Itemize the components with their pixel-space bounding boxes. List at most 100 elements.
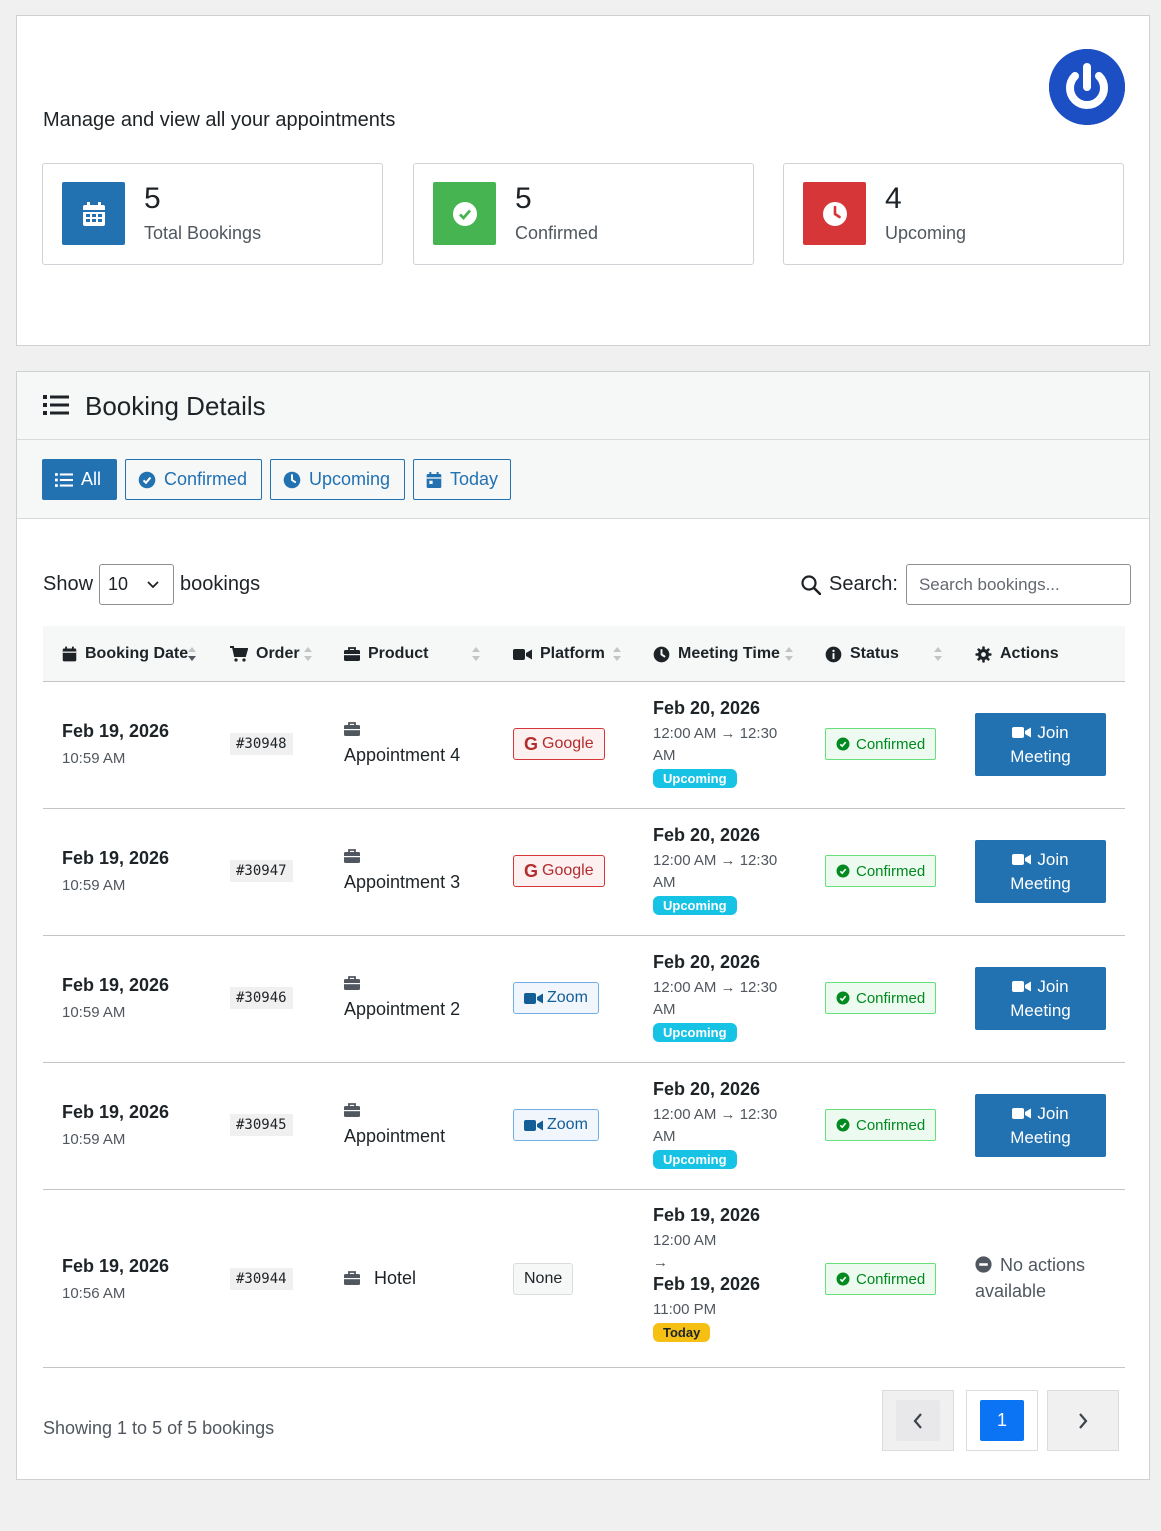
upcoming-badge: Upcoming <box>653 769 737 788</box>
next-page-button[interactable] <box>1047 1390 1119 1451</box>
order-number[interactable]: #30947 <box>230 860 293 882</box>
meeting-start-date: Feb 19, 2026 <box>653 1205 761 1225</box>
page-length-select[interactable]: 10 <box>99 564 175 605</box>
meeting-time-cell: Feb 19, 2026 12:00 AM → Feb 19, 2026 11:… <box>653 1205 793 1342</box>
sort-icon <box>934 647 942 661</box>
stat-upcoming: 4 Upcoming <box>783 163 1124 265</box>
meeting-date: Feb 20, 2026 <box>653 1079 761 1099</box>
page-1-button[interactable]: 1 <box>966 1390 1038 1451</box>
column-status[interactable]: Status <box>825 626 899 682</box>
check-circle-icon <box>836 737 850 751</box>
sort-icon <box>613 647 621 661</box>
briefcase-icon <box>344 976 360 990</box>
cart-icon <box>230 646 248 662</box>
chevron-down-icon <box>147 580 159 588</box>
briefcase-icon <box>344 849 360 863</box>
column-product[interactable]: Product <box>344 626 428 682</box>
filter-today-button[interactable]: Today <box>413 459 511 500</box>
table-info: Showing 1 to 5 of 5 bookings <box>43 1418 275 1438</box>
search-control: Search: <box>801 564 1131 605</box>
stat-value: 4 <box>885 182 902 215</box>
order-number[interactable]: #30945 <box>230 1114 293 1136</box>
upcoming-badge: Upcoming <box>653 1150 737 1169</box>
meeting-time-cell: Feb 20, 2026 12:00 AM → 12:30 AM Upcomin… <box>653 1079 793 1169</box>
stat-value: 5 <box>144 182 161 215</box>
join-label: Join <box>1037 1103 1069 1123</box>
filter-upcoming-button[interactable]: Upcoming <box>270 459 405 500</box>
join-label: Join <box>1037 722 1069 742</box>
booking-date: Feb 19, 2026 <box>62 1256 170 1276</box>
column-label: Status <box>850 645 899 662</box>
column-label: Booking Date <box>85 645 189 662</box>
check-circle-icon <box>836 1272 850 1286</box>
booking-date: Feb 19, 2026 <box>62 975 170 995</box>
booking-date-cell: Feb 19, 2026 10:59 AM <box>62 975 169 1021</box>
platform-badge: G Google <box>513 855 605 887</box>
section-header: Booking Details <box>17 372 1149 440</box>
status-label: Confirmed <box>856 862 926 880</box>
column-booking-date[interactable]: Booking Date <box>62 626 188 682</box>
sort-desc-icon <box>188 647 196 661</box>
filter-all-button[interactable]: All <box>42 459 117 500</box>
status-badge: Confirmed <box>825 1263 937 1295</box>
join-meeting-button[interactable]: Join Meeting <box>975 1094 1106 1157</box>
search-icon <box>801 574 821 595</box>
filter-confirmed-button[interactable]: Confirmed <box>125 459 262 500</box>
join-meeting-button[interactable]: Join Meeting <box>975 840 1106 903</box>
no-actions-label: No actions <box>1000 1255 1086 1275</box>
today-badge: Today <box>653 1323 711 1342</box>
meeting-date: Feb 20, 2026 <box>653 952 761 972</box>
product-name: Appointment <box>344 1126 446 1146</box>
table-row: Feb 19, 2026 10:59 AM #30947 Appointment… <box>43 809 1125 936</box>
order-number[interactable]: #30946 <box>230 987 293 1009</box>
product-name: Appointment 2 <box>344 999 461 1019</box>
join-meeting-button[interactable]: Join Meeting <box>975 967 1106 1030</box>
sort-icon <box>472 647 480 661</box>
booking-time: 10:59 AM <box>62 1131 126 1148</box>
list-icon <box>55 472 73 487</box>
meeting-end-time: 11:00 PM <box>653 1301 717 1318</box>
product-name: Appointment 3 <box>344 872 461 892</box>
column-platform[interactable]: Platform <box>513 626 605 682</box>
filter-label: All <box>81 469 102 489</box>
power-icon <box>1049 49 1125 125</box>
stat-label: Total Bookings <box>144 223 262 243</box>
booking-date-cell: Feb 19, 2026 10:56 AM <box>62 1256 169 1302</box>
meeting-label: Meeting <box>1010 1000 1071 1020</box>
status-badge: Confirmed <box>825 855 937 887</box>
meeting-label: Meeting <box>1010 746 1071 766</box>
join-label: Join <box>1037 849 1069 869</box>
booking-date: Feb 19, 2026 <box>62 721 170 741</box>
google-icon: G <box>524 733 539 754</box>
status-badge: Confirmed <box>825 982 937 1014</box>
video-icon <box>1012 726 1032 738</box>
booking-time: 10:59 AM <box>62 877 126 894</box>
platform-badge: None <box>513 1263 574 1295</box>
search-input[interactable] <box>905 564 1131 605</box>
no-actions: No actions available <box>975 1252 1085 1304</box>
platform-label: Google <box>542 862 594 879</box>
previous-page-button[interactable] <box>882 1390 954 1451</box>
video-icon <box>1012 853 1032 865</box>
briefcase-icon <box>344 646 360 661</box>
upcoming-badge: Upcoming <box>653 1023 737 1042</box>
booking-date-cell: Feb 19, 2026 10:59 AM <box>62 848 169 894</box>
meeting-arrow: → <box>653 1254 668 1271</box>
order-number[interactable]: #30948 <box>230 733 293 755</box>
stat-value: 5 <box>515 182 532 215</box>
join-meeting-button[interactable]: Join Meeting <box>975 713 1106 776</box>
order-number[interactable]: #30944 <box>230 1268 293 1290</box>
booking-details-panel: Booking Details All Confirmed Upcoming T… <box>16 371 1150 1480</box>
chevron-right-icon <box>1079 1412 1088 1429</box>
stat-label: Upcoming <box>885 223 967 243</box>
bookings-label: bookings <box>180 573 261 595</box>
current-page: 1 <box>980 1400 1024 1441</box>
meeting-label: Meeting <box>1010 873 1071 893</box>
sort-icon <box>304 647 312 661</box>
platform-label: Google <box>542 735 594 752</box>
video-icon <box>1012 1107 1032 1119</box>
column-meeting-time[interactable]: Meeting Time <box>653 626 780 682</box>
booking-date-cell: Feb 19, 2026 10:59 AM <box>62 721 169 767</box>
table-row: Feb 19, 2026 10:59 AM #30945 Appointment… <box>43 1063 1125 1190</box>
column-order[interactable]: Order <box>230 626 300 682</box>
